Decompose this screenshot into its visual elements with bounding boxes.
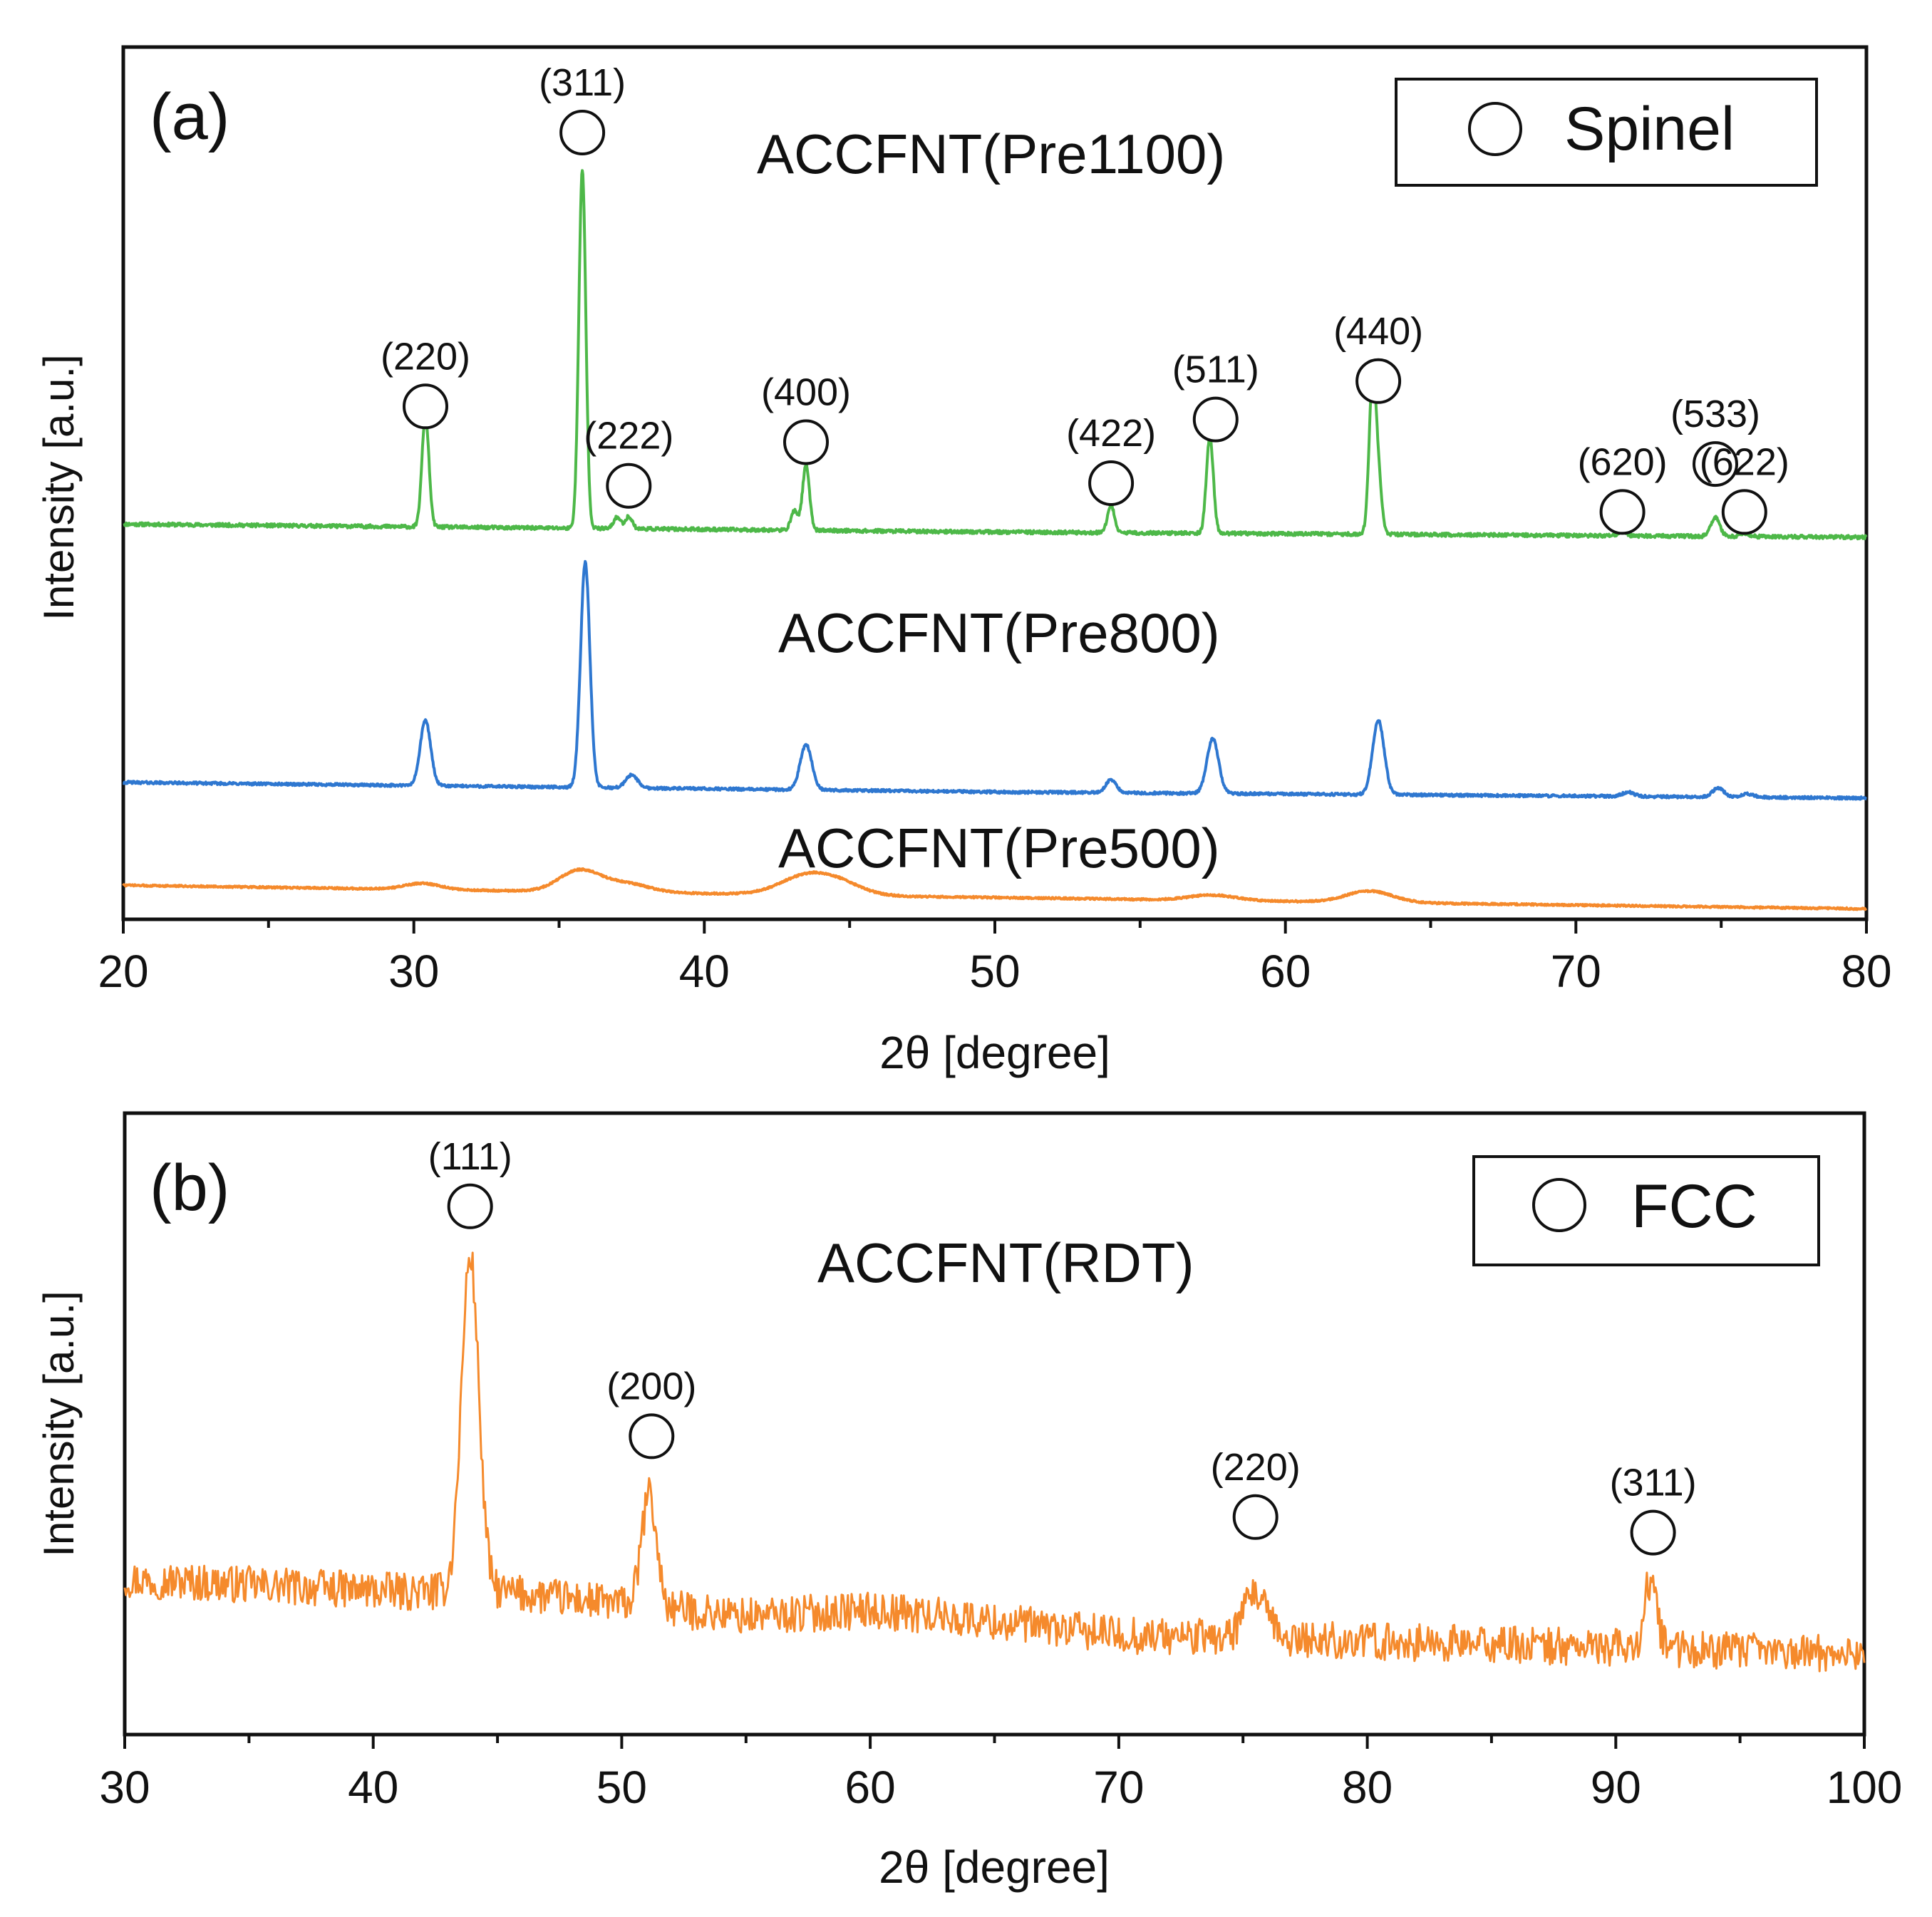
x-axis-ticks-a: 20 30 40 50 60 70 80 — [98, 919, 1892, 997]
peak-label: (622) — [1700, 440, 1789, 483]
y-axis-label-a: Intensity [a.u.] — [35, 354, 83, 621]
peak-marker — [783, 419, 829, 465]
x-tick-label: 80 — [1841, 946, 1891, 997]
peak-label: (311) — [539, 61, 626, 104]
legend-box-b — [1472, 1155, 1820, 1266]
peak-label: (400) — [761, 371, 851, 414]
x-tick-label: 50 — [969, 946, 1020, 997]
x-tick-label: 50 — [596, 1762, 647, 1813]
legend-label-b: FCC — [1631, 1172, 1757, 1241]
peak-markers-b: (111) (200) (220) (311) — [428, 1135, 1697, 1556]
series-group-a — [122, 169, 1868, 911]
legend-marker-a — [1468, 102, 1522, 156]
peak-marker — [1721, 489, 1767, 535]
peak-label: (440) — [1333, 310, 1423, 353]
peak-marker — [559, 110, 606, 155]
panel-b: (b) FCC (111) (200) (220) (311) 30 40 50 60 70 8… — [35, 1111, 1902, 1893]
legend-box-a — [1395, 78, 1818, 187]
peak-label: (220) — [1211, 1446, 1301, 1489]
x-tick-label: 60 — [845, 1762, 896, 1813]
peak-markers-a: (220) (311) (222) (400) (422) (511) (440) (620)… — [381, 61, 1789, 535]
peak-marker — [1630, 1509, 1676, 1556]
x-tick-label: 70 — [1093, 1762, 1144, 1813]
x-tick-label: 40 — [348, 1762, 398, 1813]
peak-marker — [447, 1183, 493, 1229]
peak-label: (200) — [606, 1365, 696, 1407]
series-line-accfnt-pre800 — [122, 559, 1868, 801]
peak-label: (311) — [1610, 1462, 1697, 1504]
series-line-accfnt-pre500 — [122, 867, 1868, 911]
x-axis-ticks-b: 30 40 50 60 70 80 90 100 — [99, 1735, 1902, 1813]
peak-marker — [1355, 358, 1402, 404]
x-tick-label: 20 — [98, 946, 148, 997]
panel-label-b: (b) — [150, 1152, 229, 1224]
peak-marker — [1192, 396, 1239, 443]
peak-label: (511) — [1172, 348, 1259, 391]
x-tick-label: 100 — [1827, 1762, 1903, 1813]
x-axis-label-a: 2θ [degree] — [879, 1027, 1110, 1078]
x-tick-label: 70 — [1551, 946, 1601, 997]
series-line-accfnt-pre1100 — [122, 169, 1868, 541]
x-tick-label: 30 — [99, 1762, 150, 1813]
panel-a: (a) Spinel (220) (311) (222) (400) (422) (511… — [35, 45, 1892, 1078]
y-axis-label-b: Intensity [a.u.] — [35, 1291, 83, 1557]
series-group-b — [123, 1251, 1866, 1673]
peak-marker — [606, 463, 652, 509]
peak-marker — [1693, 441, 1738, 487]
x-tick-label: 30 — [388, 946, 439, 997]
peak-marker — [1232, 1494, 1278, 1540]
peak-label: (620) — [1578, 440, 1668, 483]
peak-label: (533) — [1670, 393, 1760, 435]
peak-label: (422) — [1066, 412, 1156, 455]
x-tick-label: 90 — [1591, 1762, 1641, 1813]
x-axis-label-b: 2θ [degree] — [879, 1841, 1110, 1893]
series-label-rdt: ACCFNT(RDT) — [817, 1231, 1194, 1294]
panel-label-a: (a) — [150, 81, 229, 153]
series-line-accfnt-rdt — [123, 1251, 1866, 1673]
series-label-pre500: ACCFNT(Pre500) — [778, 817, 1220, 879]
legend-a: Spinel — [1395, 78, 1818, 187]
series-label-pre800: ACCFNT(Pre800) — [778, 601, 1220, 664]
peak-marker — [1599, 489, 1646, 535]
x-tick-label: 40 — [679, 946, 730, 997]
x-tick-label: 80 — [1342, 1762, 1393, 1813]
series-label-pre1100: ACCFNT(Pre1100) — [757, 123, 1225, 185]
peak-label: (220) — [381, 335, 470, 378]
legend-b: FCC — [1472, 1155, 1820, 1266]
peak-label: (222) — [584, 415, 673, 458]
peak-marker — [403, 383, 448, 430]
peak-label: (111) — [428, 1135, 512, 1178]
legend-marker-b — [1532, 1178, 1586, 1232]
peak-marker — [629, 1413, 675, 1459]
x-tick-label: 60 — [1260, 946, 1311, 997]
legend-label-a: Spinel — [1564, 95, 1735, 163]
peak-marker — [1088, 460, 1135, 506]
